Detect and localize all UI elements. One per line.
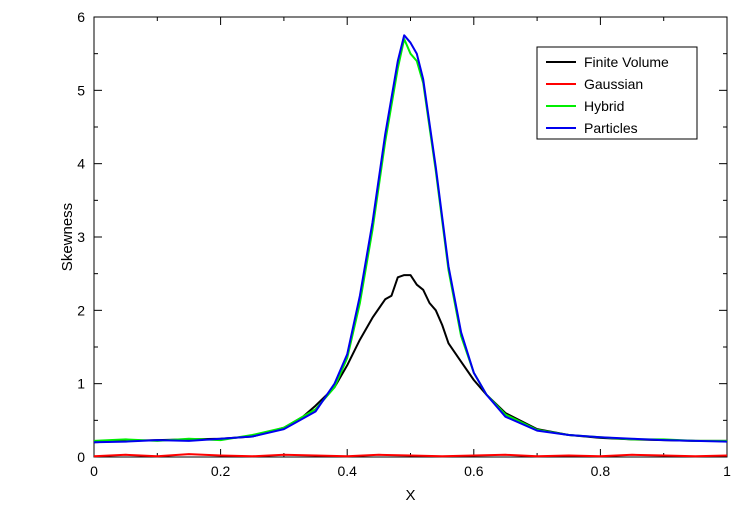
y-tick-label: 1 bbox=[77, 376, 85, 392]
y-tick-label: 5 bbox=[77, 82, 85, 98]
y-axis-ticks: 0 1 2 3 4 5 6 bbox=[77, 9, 727, 465]
series-line-particles bbox=[93, 34, 728, 444]
x-tick-label: 0 bbox=[90, 463, 98, 479]
legend: Finite Volume Gaussian Hybrid Particles bbox=[536, 46, 698, 140]
series-layer bbox=[93, 34, 728, 458]
x-axis-ticks: 0 0.2 0.4 0.6 0.8 1 bbox=[90, 17, 731, 479]
y-tick-label: 2 bbox=[77, 302, 85, 318]
x-axis-title: X bbox=[405, 487, 415, 504]
x-tick-label: 0.8 bbox=[591, 463, 611, 479]
legend-label-particles: Particles bbox=[584, 120, 638, 136]
legend-label-finite-volume: Finite Volume bbox=[584, 54, 669, 70]
x-tick-label: 0.2 bbox=[211, 463, 231, 479]
x-tick-label: 0.6 bbox=[464, 463, 484, 479]
y-tick-label: 0 bbox=[77, 449, 85, 465]
y-axis-title: Skewness bbox=[59, 203, 76, 271]
y-tick-label: 4 bbox=[77, 156, 85, 172]
legend-label-gaussian: Gaussian bbox=[584, 76, 643, 92]
y-tick-label: 3 bbox=[77, 229, 85, 245]
x-tick-label: 1 bbox=[723, 463, 731, 479]
x-tick-label: 0.4 bbox=[337, 463, 357, 479]
legend-label-hybrid: Hybrid bbox=[584, 98, 624, 114]
series-line-gaussian bbox=[93, 453, 728, 458]
y-tick-label: 6 bbox=[77, 9, 85, 25]
series-line-finite-volume bbox=[93, 274, 727, 444]
